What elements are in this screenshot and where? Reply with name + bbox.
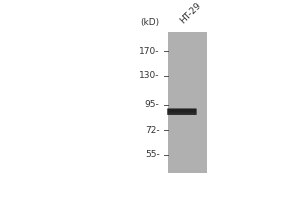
FancyBboxPatch shape [167,108,196,115]
Text: 72-: 72- [145,126,160,135]
Text: 130-: 130- [139,71,160,80]
Text: 55-: 55- [145,150,160,159]
Text: 170-: 170- [139,47,160,56]
Text: 95-: 95- [145,100,160,109]
Text: HT-29: HT-29 [178,1,203,26]
Text: (kD): (kD) [140,18,160,27]
Bar [168,32,207,173]
Bar [168,113,196,115]
Bar [168,112,196,114]
